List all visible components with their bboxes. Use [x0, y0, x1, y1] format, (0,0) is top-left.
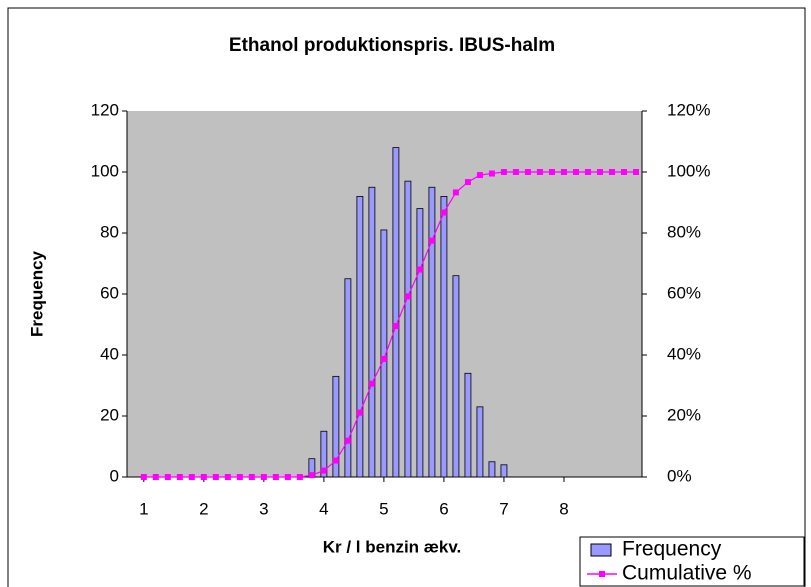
marker — [272, 474, 279, 480]
marker — [260, 474, 267, 480]
y-tick-label: 120 — [91, 100, 119, 119]
marker — [284, 474, 291, 480]
marker — [248, 474, 255, 480]
bar — [404, 180, 412, 478]
bar — [500, 464, 508, 478]
marker — [344, 437, 351, 444]
marker — [416, 266, 423, 273]
bar — [332, 375, 340, 478]
marker — [308, 472, 315, 479]
legend-box — [579, 536, 805, 587]
y2-tick-label: 60% — [667, 283, 701, 302]
y2-tick-label: 100% — [667, 161, 710, 180]
x-axis-title: Kr / l benzin ækv. — [323, 537, 462, 556]
marker — [200, 474, 207, 480]
legend-label: Cumulative % — [622, 562, 752, 585]
marker — [428, 237, 435, 244]
y-tick-label: 100 — [91, 161, 119, 180]
bar — [320, 430, 328, 478]
marker — [164, 474, 171, 480]
marker — [332, 457, 339, 464]
marker — [560, 169, 567, 175]
marker — [608, 169, 615, 175]
marker — [452, 189, 459, 196]
marker — [212, 474, 219, 480]
x-tick-label: 3 — [259, 499, 268, 518]
legend-swatch — [590, 543, 612, 557]
marker — [152, 474, 159, 480]
marker — [236, 474, 243, 480]
bar — [392, 147, 400, 478]
bar — [476, 406, 484, 478]
bar — [428, 186, 436, 478]
marker — [632, 169, 639, 175]
marker — [356, 409, 363, 416]
marker — [224, 474, 231, 480]
marker — [140, 474, 147, 480]
bar — [344, 278, 352, 478]
y-tick-label: 40 — [100, 344, 119, 363]
x-tick-label: 2 — [199, 499, 208, 518]
marker — [176, 474, 183, 480]
bar — [452, 275, 460, 478]
y-tick-label: 20 — [100, 405, 119, 424]
bar — [440, 195, 448, 478]
x-tick-label: 7 — [499, 499, 508, 518]
x-tick-label: 5 — [379, 499, 388, 518]
legend-label: Frequency — [622, 538, 722, 561]
marker — [620, 169, 627, 175]
marker — [584, 169, 591, 175]
y-tick-label: 60 — [100, 283, 119, 302]
chart-title: Ethanol produktionspris. IBUS-halm — [229, 35, 555, 56]
marker — [320, 467, 327, 474]
x-tick-label: 1 — [139, 499, 148, 518]
bar — [416, 208, 424, 478]
marker — [188, 474, 195, 480]
marker — [392, 323, 399, 330]
marker — [500, 169, 507, 175]
marker — [404, 293, 411, 300]
y2-tick-label: 20% — [667, 405, 701, 424]
y2-tick-label: 0% — [667, 466, 692, 485]
marker — [512, 169, 519, 175]
marker — [296, 474, 303, 480]
marker — [464, 179, 471, 186]
y2-tick-label: 120% — [667, 100, 710, 119]
x-tick-label: 6 — [439, 499, 448, 518]
marker — [440, 209, 447, 216]
y-tick-label: 80 — [100, 222, 119, 241]
marker — [380, 355, 387, 362]
y2-tick-label: 80% — [667, 222, 701, 241]
bar — [464, 372, 472, 478]
marker — [368, 380, 375, 387]
marker — [572, 169, 579, 175]
marker — [476, 172, 483, 179]
marker — [524, 169, 531, 175]
bar — [356, 195, 364, 478]
marker — [596, 169, 603, 175]
marker — [548, 169, 555, 175]
marker — [536, 169, 543, 175]
bar — [488, 461, 496, 478]
marker — [488, 170, 495, 177]
bar — [368, 186, 376, 478]
x-tick-label: 8 — [559, 499, 568, 518]
y2-tick-label: 40% — [667, 344, 701, 363]
x-tick-label: 4 — [319, 499, 328, 518]
y-tick-label: 0 — [110, 466, 119, 485]
bar — [380, 229, 388, 478]
legend-marker — [599, 571, 605, 577]
y-axis-title: Frequency — [27, 250, 46, 337]
